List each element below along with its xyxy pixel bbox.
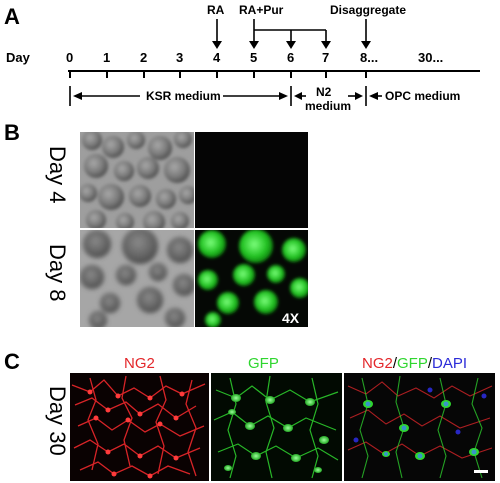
day-tick-3: 3 bbox=[176, 50, 183, 65]
day8-brightfield-image bbox=[80, 230, 194, 327]
timeline-ticks bbox=[69, 71, 367, 78]
merge-ng2-text: NG2 bbox=[362, 355, 393, 372]
day-tick-30: 30... bbox=[418, 50, 443, 65]
panel-c-letter: C bbox=[4, 349, 20, 374]
panel-c-row-label: Day 30 bbox=[45, 386, 70, 456]
panel-c-col1-label: NG2 bbox=[124, 355, 155, 372]
panel-a-letter: A bbox=[4, 4, 20, 29]
event-disaggregate-arrow bbox=[361, 19, 371, 49]
day-tick-1: 1 bbox=[103, 50, 110, 65]
magnification-label: 4X bbox=[282, 310, 300, 326]
n2-medium-label-line2: medium bbox=[305, 99, 351, 113]
day-tick-0: 0 bbox=[66, 50, 73, 65]
panel-c-col3-label: NG2/GFP/DAPI bbox=[362, 355, 467, 372]
merge-gfp-text: GFP bbox=[397, 355, 428, 372]
merge-sep2-text: / bbox=[428, 355, 433, 372]
panel-c-col2-label: GFP bbox=[248, 355, 279, 372]
ng2-image bbox=[70, 373, 209, 481]
merge-dapi-text: DAPI bbox=[432, 355, 467, 372]
ksr-medium-label: KSR medium bbox=[146, 89, 221, 103]
ksr-medium-range bbox=[73, 92, 288, 100]
day-tick-5: 5 bbox=[250, 50, 257, 65]
panel-b-letter: B bbox=[4, 120, 20, 145]
day-tick-labels: 0 1 2 3 4 5 6 7 8... 30... bbox=[66, 50, 443, 65]
merge-sep1-text: / bbox=[393, 355, 398, 372]
day-tick-4: 4 bbox=[213, 50, 221, 65]
panel-b-row1-label: Day 4 bbox=[45, 146, 70, 203]
day-tick-2: 2 bbox=[140, 50, 147, 65]
n2-medium-label-line1: N2 bbox=[316, 85, 332, 99]
event-ra-label: RA bbox=[207, 3, 225, 17]
day-axis-label: Day bbox=[6, 50, 31, 65]
event-ra-arrow bbox=[212, 19, 222, 49]
opc-medium-label: OPC medium bbox=[385, 89, 460, 103]
gfp-image bbox=[211, 373, 342, 481]
day-tick-6: 6 bbox=[287, 50, 294, 65]
opc-medium-arrow bbox=[369, 92, 382, 100]
media-brackets bbox=[69, 86, 367, 106]
panel-b-row2-label: Day 8 bbox=[45, 244, 70, 301]
scale-bar bbox=[474, 470, 488, 473]
day4-brightfield-image bbox=[80, 132, 194, 228]
n2-medium-range bbox=[294, 92, 363, 100]
event-ra-pur-arrows bbox=[253, 19, 327, 42]
event-ra-pur-label: RA+Pur bbox=[239, 3, 284, 17]
day-tick-7: 7 bbox=[322, 50, 329, 65]
event-ra-pur-arrowheads bbox=[249, 41, 331, 49]
day8-gfp-image: 4X bbox=[195, 230, 308, 327]
day-tick-8: 8... bbox=[360, 50, 378, 65]
day4-gfp-image bbox=[195, 132, 308, 228]
event-disaggregate-label: Disaggregate bbox=[330, 3, 406, 17]
merge-image bbox=[344, 373, 495, 481]
